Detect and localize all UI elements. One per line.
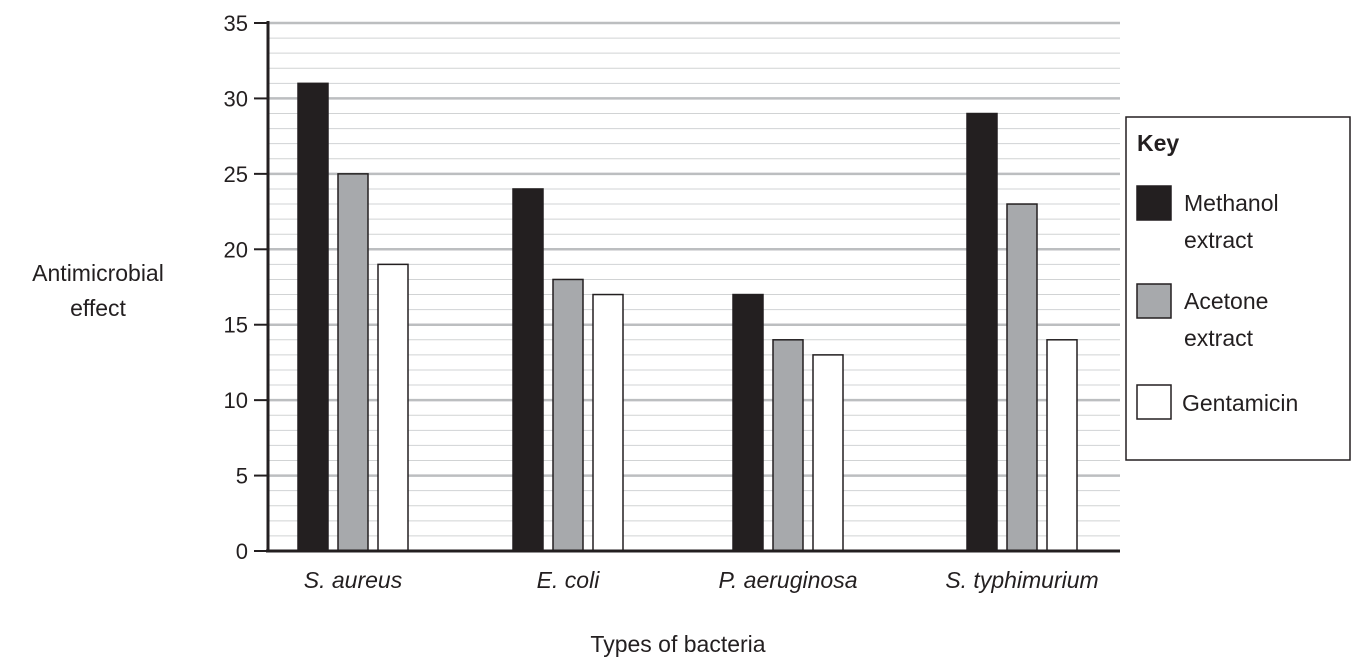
y-tick-label: 5 (236, 464, 248, 489)
bar-s-aureus-gentamicin (377, 263, 409, 552)
legend-label-line-2: extract (1184, 227, 1254, 253)
legend: Key Methanol extract Acetone extract Gentami… (1125, 116, 1351, 461)
x-axis-title: Types of bacteria (590, 631, 765, 657)
axes: 0 5 10 15 20 25 30 35 S. aureus E. coli P. aerugin… (224, 11, 1120, 593)
legend-label: Gentamicin (1182, 390, 1298, 416)
y-tick-label: 35 (224, 11, 248, 36)
y-tick-label: 15 (224, 313, 248, 338)
y-axis-title-line-1: Antimicrobial (32, 260, 164, 286)
y-tick-label: 30 (224, 86, 248, 111)
bar-s-typhimurium-methanol-extract (966, 112, 998, 552)
x-category-label: S. aureus (304, 567, 403, 593)
bars (297, 82, 1078, 552)
legend-label-line-1: Methanol (1184, 190, 1279, 216)
y-tick-label: 10 (224, 388, 248, 413)
x-category-label: P. aeruginosa (719, 567, 858, 593)
bar-p-aeruginosa-gentamicin (812, 354, 844, 552)
x-category-label: S. typhimurium (945, 567, 1098, 593)
bar-p-aeruginosa-acetone-extract (772, 339, 804, 552)
bar-s-aureus-acetone-extract (337, 173, 369, 552)
legend-items: Methanol extract Acetone extract Gentamicin (1136, 185, 1298, 420)
bar-e-coli-methanol-extract (512, 188, 544, 552)
bar-p-aeruginosa-methanol-extract (732, 293, 764, 552)
legend-swatch-methanol-extract (1136, 185, 1172, 221)
legend-label-line-1: Acetone (1184, 288, 1268, 314)
x-category-label: E. coli (537, 567, 601, 593)
bar-e-coli-acetone-extract (552, 278, 584, 552)
y-tick-label: 0 (236, 539, 248, 564)
y-tick-label: 25 (224, 162, 248, 187)
y-tick-label: 20 (224, 237, 248, 262)
legend-swatch-acetone-extract (1136, 283, 1172, 319)
legend-title: Key (1137, 130, 1179, 156)
bar-s-typhimurium-gentamicin (1046, 339, 1078, 552)
legend-label-line-2: extract (1184, 325, 1254, 351)
bar-s-aureus-methanol-extract (297, 82, 329, 552)
y-axis-title-line-2: effect (70, 295, 126, 321)
bar-s-typhimurium-acetone-extract (1006, 203, 1038, 552)
bar-e-coli-gentamicin (592, 293, 624, 552)
legend-swatch-gentamicin (1136, 384, 1172, 420)
